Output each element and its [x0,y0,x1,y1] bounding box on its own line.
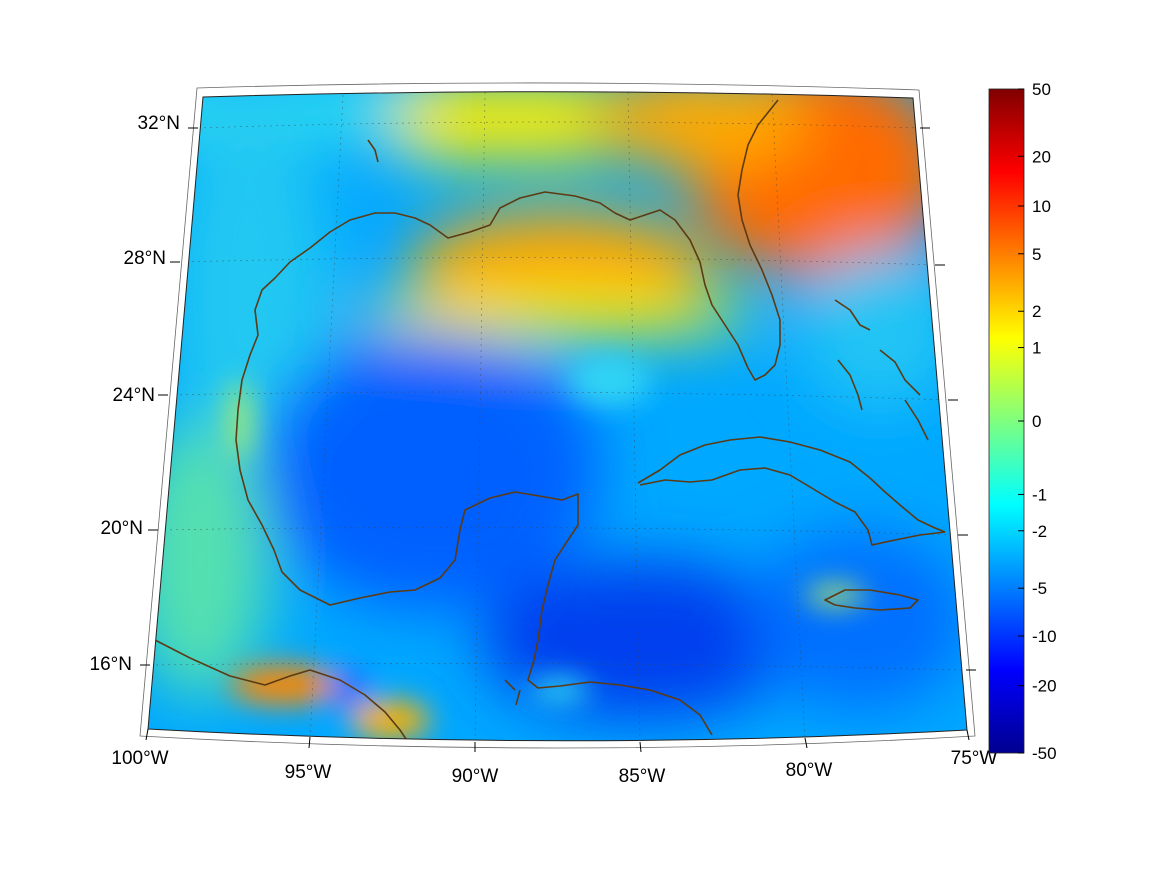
map-frame-outer [139,82,976,749]
x-tick-label: 80°W [786,760,833,781]
frame-ticks [140,127,976,753]
y-axis-labels: 32°N 28°N 24°N 20°N 16°N [90,113,180,675]
colorbar-tick-label: 1 [1032,339,1041,358]
x-axis-labels: 100°W 95°W 90°W 85°W 80°W 75°W [111,748,997,787]
y-tick-label: 28°N [124,248,166,269]
graticule [149,91,967,741]
colorbar-tick-label: -50 [1032,744,1057,763]
colorbar-tick-label: -20 [1032,677,1057,696]
colorbar-tick-label: 20 [1032,147,1051,166]
y-tick-label: 24°N [113,385,155,406]
x-tick-label: 100°W [111,748,168,769]
x-tick-label: 90°W [452,766,499,787]
x-tick-label: 85°W [619,766,666,787]
y-tick-label: 32°N [138,113,180,134]
y-tick-label: 16°N [90,654,132,675]
colorbar-tick-label: -5 [1032,579,1047,598]
colorbar-tick-label: 5 [1032,245,1041,264]
colorbar-tick-label: 0 [1032,412,1041,431]
colorbar-tick-label: 2 [1032,302,1041,321]
y-tick-label: 20°N [101,518,143,539]
colorbar-tick-label: -10 [1032,627,1057,646]
coastlines [154,99,946,741]
map-frame [147,91,968,742]
colorbar-tick-label: 10 [1032,197,1051,216]
x-tick-label: 75°W [951,748,998,769]
colorbar-tick-label: -1 [1032,485,1047,504]
colorbar-tick-label: -2 [1032,522,1047,541]
data-field [148,91,967,741]
colorbar-tick-label: 50 [1032,80,1051,99]
x-tick-label: 95°W [285,762,332,783]
